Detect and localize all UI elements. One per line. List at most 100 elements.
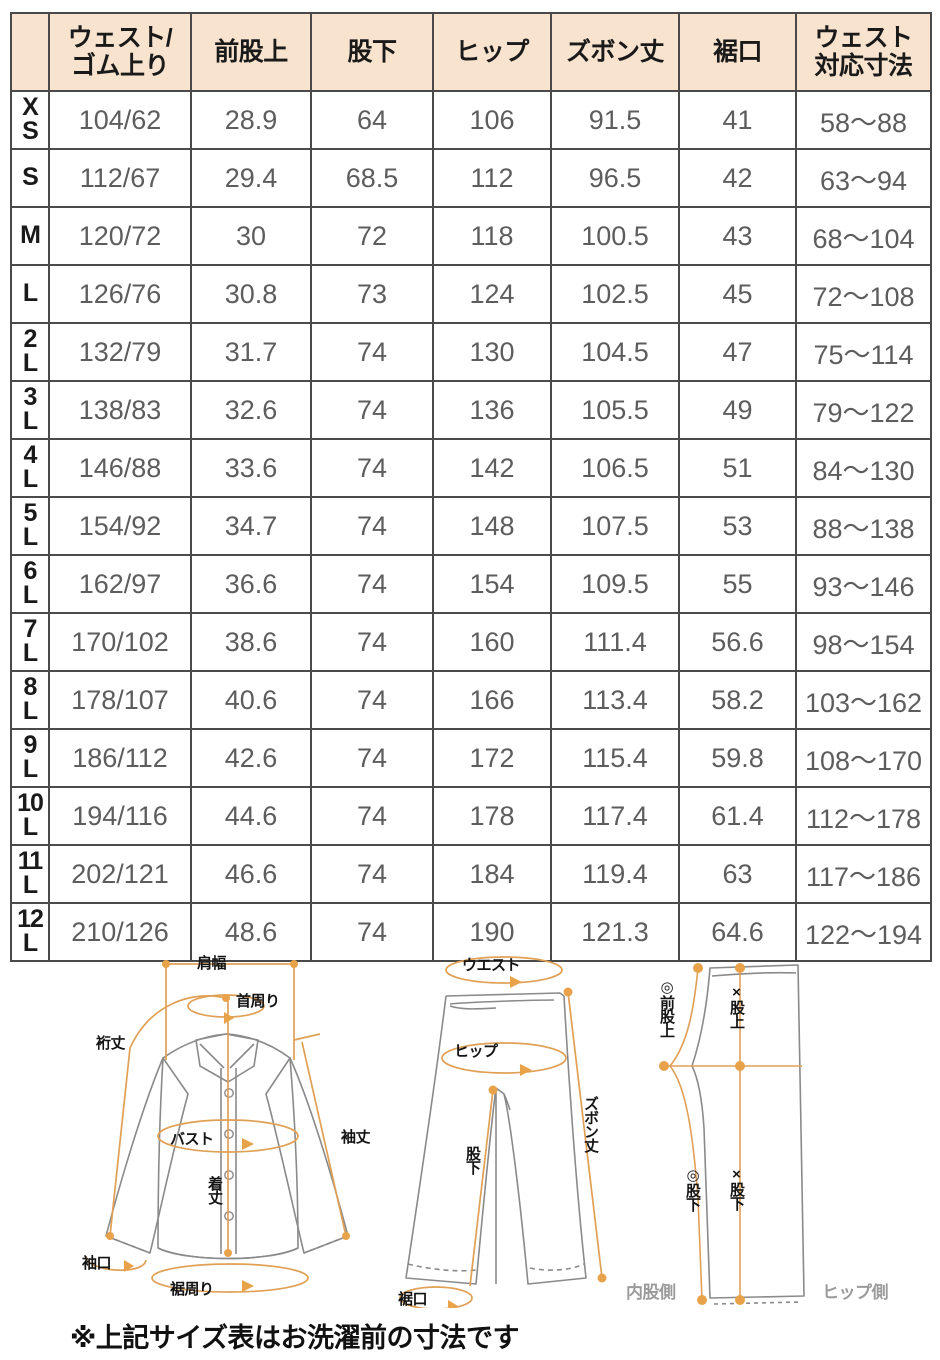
cell-waist-range: 117〜186: [795, 844, 932, 904]
header-front-rise: 前股上: [190, 12, 312, 92]
cell-pants-length: 113.4: [550, 670, 680, 730]
size-label-line: L: [22, 407, 38, 435]
cell-waist: 146/88: [48, 438, 192, 498]
cell-hem: 64.6: [678, 902, 797, 962]
header-waist-range-line1: ウェスト: [814, 24, 913, 52]
cell-pants-length: 111.4: [550, 612, 680, 672]
cell-waist: 104/62: [48, 90, 192, 150]
cell-hip: 178: [432, 786, 552, 846]
table-row: 12 L 210/126 48.6 74 190 121.3 64.6 122〜194: [10, 902, 932, 962]
label-cuff: 袖口: [82, 1255, 112, 1272]
cell-hip: 118: [432, 206, 552, 266]
footnote-text: ※上記サイズ表はお洗濯前の寸法です: [70, 1323, 519, 1353]
size-label-line: L: [22, 279, 38, 308]
cell-front-rise: 28.9: [190, 90, 312, 150]
cell-waist: 202/121: [48, 844, 192, 904]
table-body: X S 104/62 28.9 64 106 91.5 41 58〜88 S 112/67 29.4 6…: [10, 90, 932, 962]
cell-pants-length: 107.5: [550, 496, 680, 556]
cell-waist-range: 68〜104: [795, 206, 932, 266]
cell-hip: 142: [432, 438, 552, 498]
table-row: 9 L 186/112 42.6 74 172 115.4 59.8 108〜170: [10, 728, 932, 788]
label-outer-inseam-group: ×股下: [726, 1166, 747, 1210]
cell-hip: 184: [432, 844, 552, 904]
cell-front-rise: 31.7: [190, 322, 312, 382]
cell-hip: 136: [432, 380, 552, 440]
shirt-diagram: 肩幅 首周り 裄丈 バスト 着丈 袖丈 袖口 裾周り: [58, 948, 408, 1308]
size-label-stack: 11 L: [12, 847, 48, 898]
size-label-line: L: [22, 523, 38, 551]
header-waist-line1: ウェスト/: [67, 24, 173, 52]
label-inner-thigh-side: 内股側: [626, 1283, 676, 1302]
cell-hem: 45: [678, 264, 797, 324]
cell-pants-length: 102.5: [550, 264, 680, 324]
size-label-stack: M: [12, 223, 48, 248]
cell-waist-range: 122〜194: [795, 902, 932, 962]
size-label-line: 9: [23, 731, 38, 760]
cell-hip: 160: [432, 612, 552, 672]
cell-waist-range: 88〜138: [795, 496, 932, 556]
cell-pants-length: 121.3: [550, 902, 680, 962]
size-label-line: S: [22, 117, 39, 145]
size-table: ウェスト/ ゴム上り 前股上 股下 ヒップ ズボン丈 裾口 ウェスト 対応寸法 …: [10, 12, 932, 962]
label-front-rise-group: ◎前股上: [656, 978, 677, 1037]
cell-front-rise: 34.7: [190, 496, 312, 556]
cell-inseam: 73: [310, 264, 434, 324]
size-label-line: L: [22, 581, 38, 609]
marker-circle-front-rise: ◎: [658, 978, 675, 995]
size-label-line: L: [22, 639, 38, 667]
table-row: M 120/72 30 72 118 100.5 43 68〜104: [10, 206, 932, 266]
size-label-line: L: [22, 929, 38, 957]
header-hip: ヒップ: [432, 12, 552, 92]
header-waist: ウェスト/ ゴム上り: [48, 12, 192, 92]
header-hem: 裾口: [678, 12, 797, 92]
marker-circle-inseam: ◎: [684, 1166, 701, 1183]
cell-size: S: [10, 148, 50, 208]
table-row: 6 L 162/97 36.6 74 154 109.5 55 93〜146: [10, 554, 932, 614]
cell-waist-range: 112〜178: [795, 786, 932, 846]
label-inseam-inner: 股下: [684, 1183, 701, 1211]
cell-inseam: 74: [310, 380, 434, 440]
header-corner-cell: [10, 12, 50, 92]
cell-hip: 190: [432, 902, 552, 962]
shirt-illustration: [85, 960, 350, 1293]
cell-inseam: 74: [310, 902, 434, 962]
pants-measure-markers: [448, 976, 607, 1312]
cell-hip: 154: [432, 554, 552, 614]
size-label-line: 11: [17, 847, 43, 876]
header-row: ウェスト/ ゴム上り 前股上 股下 ヒップ ズボン丈 裾口 ウェスト 対応寸法: [10, 12, 932, 92]
size-label-line: 5: [23, 499, 38, 528]
size-label-line: L: [22, 349, 38, 377]
cell-front-rise: 46.6: [190, 844, 312, 904]
cell-front-rise: 33.6: [190, 438, 312, 498]
size-label-stack: L: [12, 279, 48, 308]
cell-front-rise: 29.4: [190, 148, 312, 208]
table-row: 4 L 146/88 33.6 74 142 106.5 51 84〜130: [10, 438, 932, 498]
cell-hem: 56.6: [678, 612, 797, 672]
cell-inseam: 74: [310, 322, 434, 382]
cell-pants-length: 117.4: [550, 786, 680, 846]
label-pants-waist: ウエスト: [462, 957, 521, 974]
size-label-line: L: [22, 465, 38, 493]
table-row: S 112/67 29.4 68.5 112 96.5 42 63〜94: [10, 148, 932, 208]
cell-inseam: 74: [310, 612, 434, 672]
cell-hem: 43: [678, 206, 797, 266]
cell-hip: 112: [432, 148, 552, 208]
cell-hem: 47: [678, 322, 797, 382]
cell-waist: 178/107: [48, 670, 192, 730]
cell-hem: 61.4: [678, 786, 797, 846]
rise-measure-markers: [659, 963, 745, 1305]
pants-illustration: [399, 956, 607, 1312]
cell-front-rise: 48.6: [190, 902, 312, 962]
size-label-line: X: [22, 93, 39, 122]
cell-pants-length: 105.5: [550, 380, 680, 440]
